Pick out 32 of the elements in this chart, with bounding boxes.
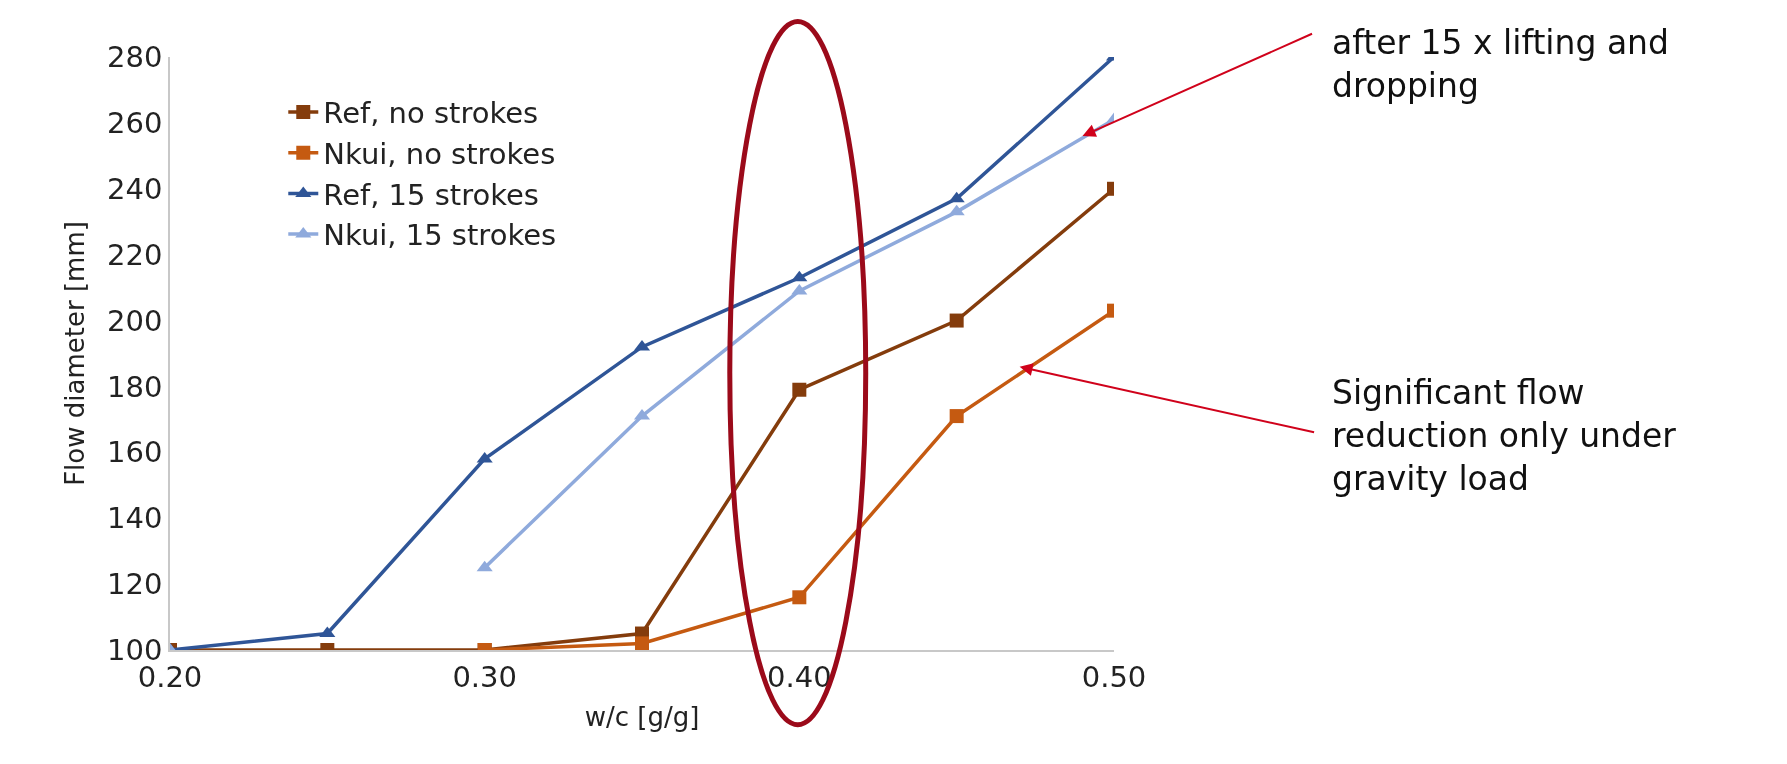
y-tick-label: 260	[107, 106, 163, 141]
legend-label: Ref, no strokes	[323, 96, 539, 131]
y-tick-label: 220	[107, 237, 163, 272]
legend-label: Ref, 15 strokes	[323, 177, 539, 212]
x-axis-title: w/c [g/g]	[584, 701, 700, 732]
point	[476, 451, 493, 463]
y-tick-label: 280	[107, 40, 163, 75]
point	[948, 204, 965, 216]
point	[791, 270, 808, 282]
y-tick-label: 160	[107, 435, 163, 470]
y-tick-label: 140	[107, 501, 163, 536]
x-tick-label: 0.40	[767, 659, 832, 694]
y-tick-label: 200	[107, 303, 163, 338]
point	[791, 283, 808, 295]
point	[948, 191, 965, 203]
x-tick-label: 0.20	[137, 659, 203, 694]
point	[635, 636, 649, 650]
annotation: Significant flow reduction only under gravity load	[1332, 373, 1677, 498]
point	[319, 626, 336, 638]
point	[476, 560, 493, 572]
point	[792, 382, 807, 397]
y-tick-label: 120	[107, 567, 163, 602]
y-axis-title: Flow diameter [mm]	[59, 221, 90, 486]
legend-label: Nkui, no strokes	[323, 137, 556, 172]
x-tick-label: 0.30	[452, 659, 517, 694]
y-tick-label: 240	[107, 171, 163, 206]
point	[949, 409, 964, 424]
annotation: after 15 x lifting and dropping	[1332, 23, 1669, 105]
x-tick-label: 0.50	[1081, 659, 1147, 694]
y-tick-label: 180	[107, 369, 163, 404]
point	[949, 313, 964, 328]
legend-label: Nkui, 15 strokes	[323, 218, 557, 253]
